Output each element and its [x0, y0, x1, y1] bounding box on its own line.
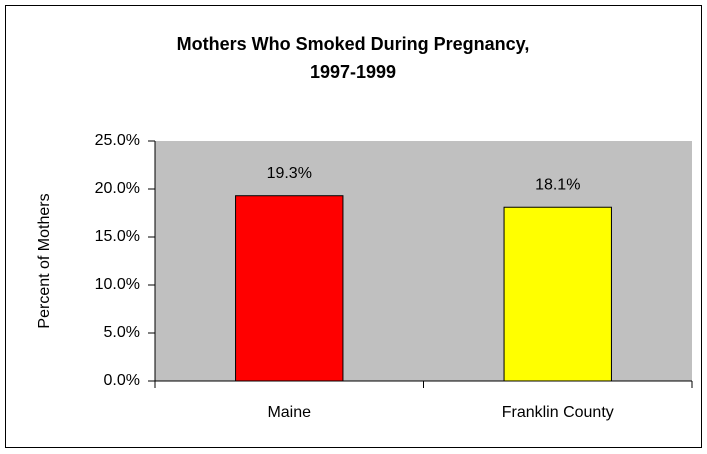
x-tick-label: Franklin County	[502, 404, 614, 421]
y-tick-label: 20.0%	[95, 180, 140, 197]
y-tick-label: 25.0%	[95, 132, 140, 149]
chart-title: Mothers Who Smoked During Pregnancy,	[177, 34, 530, 54]
chart-title: 1997-1999	[310, 62, 396, 82]
y-tick-label: 5.0%	[104, 324, 140, 341]
bar	[235, 195, 344, 382]
x-tick-label: Maine	[267, 404, 311, 421]
y-tick-label: 15.0%	[95, 228, 140, 245]
value-label: 18.1%	[535, 176, 580, 193]
y-tick-label: 0.0%	[104, 372, 140, 389]
y-tick-label: 10.0%	[95, 276, 140, 293]
value-label: 19.3%	[267, 165, 312, 182]
bar	[503, 206, 612, 382]
y-axis-label: Percent of Mothers	[36, 193, 53, 328]
